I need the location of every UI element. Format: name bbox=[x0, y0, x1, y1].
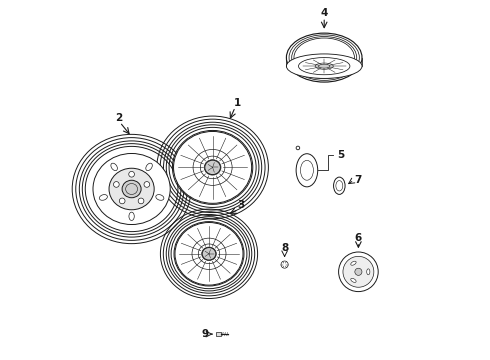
Ellipse shape bbox=[175, 222, 243, 285]
Text: 1: 1 bbox=[234, 98, 242, 108]
Circle shape bbox=[114, 181, 119, 187]
Text: 3: 3 bbox=[238, 200, 245, 210]
Ellipse shape bbox=[99, 195, 107, 200]
Ellipse shape bbox=[173, 131, 252, 203]
Ellipse shape bbox=[296, 154, 318, 187]
Circle shape bbox=[343, 256, 374, 287]
Text: 7: 7 bbox=[355, 175, 362, 185]
Text: 4: 4 bbox=[320, 8, 328, 18]
Ellipse shape bbox=[93, 153, 170, 225]
Circle shape bbox=[144, 181, 150, 187]
Ellipse shape bbox=[205, 160, 220, 175]
Circle shape bbox=[281, 261, 288, 268]
Text: 9: 9 bbox=[201, 329, 208, 339]
Ellipse shape bbox=[111, 163, 118, 171]
Ellipse shape bbox=[367, 269, 370, 275]
Ellipse shape bbox=[146, 163, 152, 171]
Circle shape bbox=[339, 252, 378, 292]
Ellipse shape bbox=[129, 212, 134, 220]
Ellipse shape bbox=[156, 195, 164, 200]
Ellipse shape bbox=[318, 64, 330, 68]
Text: 8: 8 bbox=[281, 243, 288, 253]
Ellipse shape bbox=[109, 168, 154, 210]
Circle shape bbox=[355, 268, 362, 275]
Ellipse shape bbox=[122, 180, 141, 198]
Ellipse shape bbox=[298, 58, 350, 75]
Text: 5: 5 bbox=[338, 150, 345, 160]
Text: 2: 2 bbox=[115, 113, 122, 123]
Circle shape bbox=[138, 198, 144, 204]
Circle shape bbox=[129, 171, 134, 177]
Ellipse shape bbox=[334, 177, 345, 194]
Text: 6: 6 bbox=[355, 233, 362, 243]
Ellipse shape bbox=[286, 54, 362, 78]
Ellipse shape bbox=[202, 248, 216, 260]
Ellipse shape bbox=[351, 278, 356, 282]
Ellipse shape bbox=[351, 261, 356, 265]
Circle shape bbox=[120, 198, 125, 204]
FancyBboxPatch shape bbox=[216, 332, 220, 336]
